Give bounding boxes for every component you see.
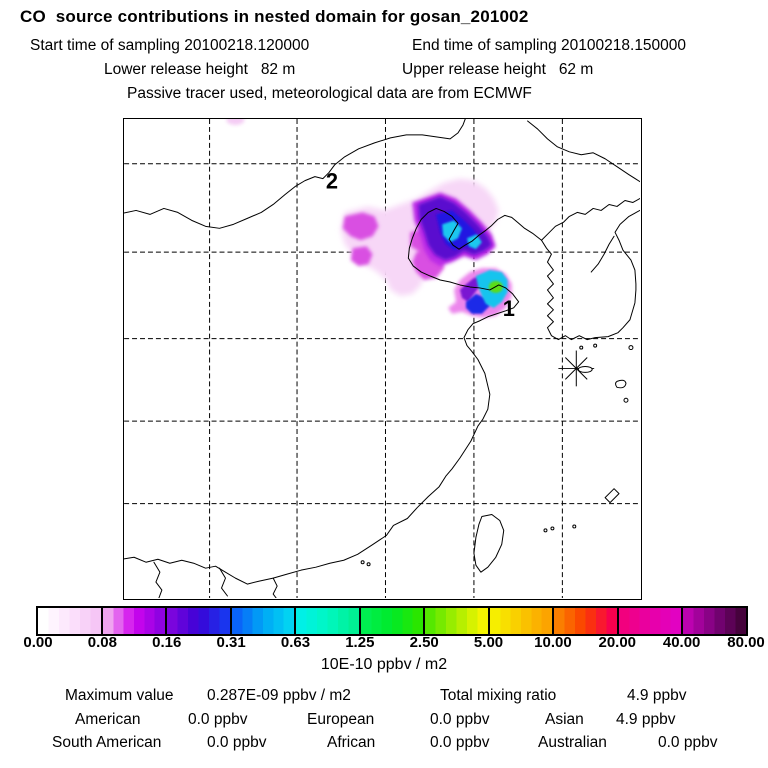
colorbar-cell xyxy=(618,608,684,634)
tracer-note-text: Passive tracer used, meteorological data… xyxy=(127,85,532,102)
colorbar-cell xyxy=(38,608,103,634)
total-mixing-ratio-value: 4.9 ppbv xyxy=(627,687,687,704)
colorbar xyxy=(36,606,748,636)
colorbar-cell xyxy=(296,608,361,634)
region-european-value: 0.0 ppbv xyxy=(430,711,490,728)
colorbar-tick-label: 0.31 xyxy=(216,634,246,651)
hotspot-label-1: 1 xyxy=(503,296,515,321)
station-marker-icon xyxy=(558,350,595,387)
region-american-label: American xyxy=(75,711,141,728)
colorbar-tick-label: 20.00 xyxy=(598,634,637,651)
colorbar-tick-label: 40.00 xyxy=(662,634,701,651)
total-mixing-ratio-label: Total mixing ratio xyxy=(440,687,557,704)
maximum-value: 0.287E-09 ppbv / m2 xyxy=(207,687,351,704)
maximum-value-label: Maximum value xyxy=(65,687,174,704)
colorbar-cell xyxy=(231,608,297,634)
lower-release-text: Lower release height 82 m xyxy=(104,61,296,78)
region-south-american-value: 0.0 ppbv xyxy=(207,734,267,751)
region-south-american-label: South American xyxy=(52,734,162,751)
colorbar-cell xyxy=(554,608,619,634)
colorbar-tick-label: 80.00 xyxy=(727,634,765,651)
colorbar-tick-label: 0.00 xyxy=(23,634,53,651)
end-time-text: End time of sampling 20100218.150000 xyxy=(412,37,687,54)
colorbar-cell xyxy=(360,608,426,634)
region-asian-label: Asian xyxy=(545,711,584,728)
upper-release-text: Upper release height 62 m xyxy=(402,61,594,78)
colorbar-cell xyxy=(167,608,232,634)
region-asian-value: 4.9 ppbv xyxy=(616,711,676,728)
page-title: CO source contributions in nested domain… xyxy=(20,7,529,26)
colorbar-cell xyxy=(425,608,490,634)
colorbar-tick-label: 0.63 xyxy=(280,634,311,651)
plume-top-smudge xyxy=(226,119,245,125)
region-african-label: African xyxy=(327,734,376,751)
coastlines xyxy=(124,119,640,598)
region-american-value: 0.0 ppbv xyxy=(188,711,248,728)
colorbar-tick-label: 0.08 xyxy=(87,634,117,651)
colorbar-tick-label: 10.00 xyxy=(534,634,572,651)
region-australian-value: 0.0 ppbv xyxy=(658,734,718,751)
region-australian-label: Australian xyxy=(538,734,607,751)
colorbar-cell xyxy=(489,608,555,634)
colorbar-tick-label: 2.50 xyxy=(409,634,439,651)
colorbar-tick-label: 1.25 xyxy=(345,634,375,651)
hotspot-label-2: 2 xyxy=(326,169,338,194)
colorbar-cell xyxy=(683,608,747,634)
tracer-plume-overlay xyxy=(226,119,512,318)
start-time-text: Start time of sampling 20100218.120000 xyxy=(30,37,310,54)
map-svg: 2 1 xyxy=(124,119,640,598)
colorbar-tick-label: 0.16 xyxy=(152,634,182,651)
colorbar-cell xyxy=(102,608,168,634)
colorbar-tick-label: 5.00 xyxy=(473,634,504,651)
region-african-value: 0.0 ppbv xyxy=(430,734,490,751)
map-plot-area: 2 1 xyxy=(123,118,642,600)
graticule-gridlines xyxy=(124,119,640,598)
region-european-label: European xyxy=(307,711,375,728)
colorbar-unit-label: 10E-10 ppbv / m2 xyxy=(320,656,448,673)
